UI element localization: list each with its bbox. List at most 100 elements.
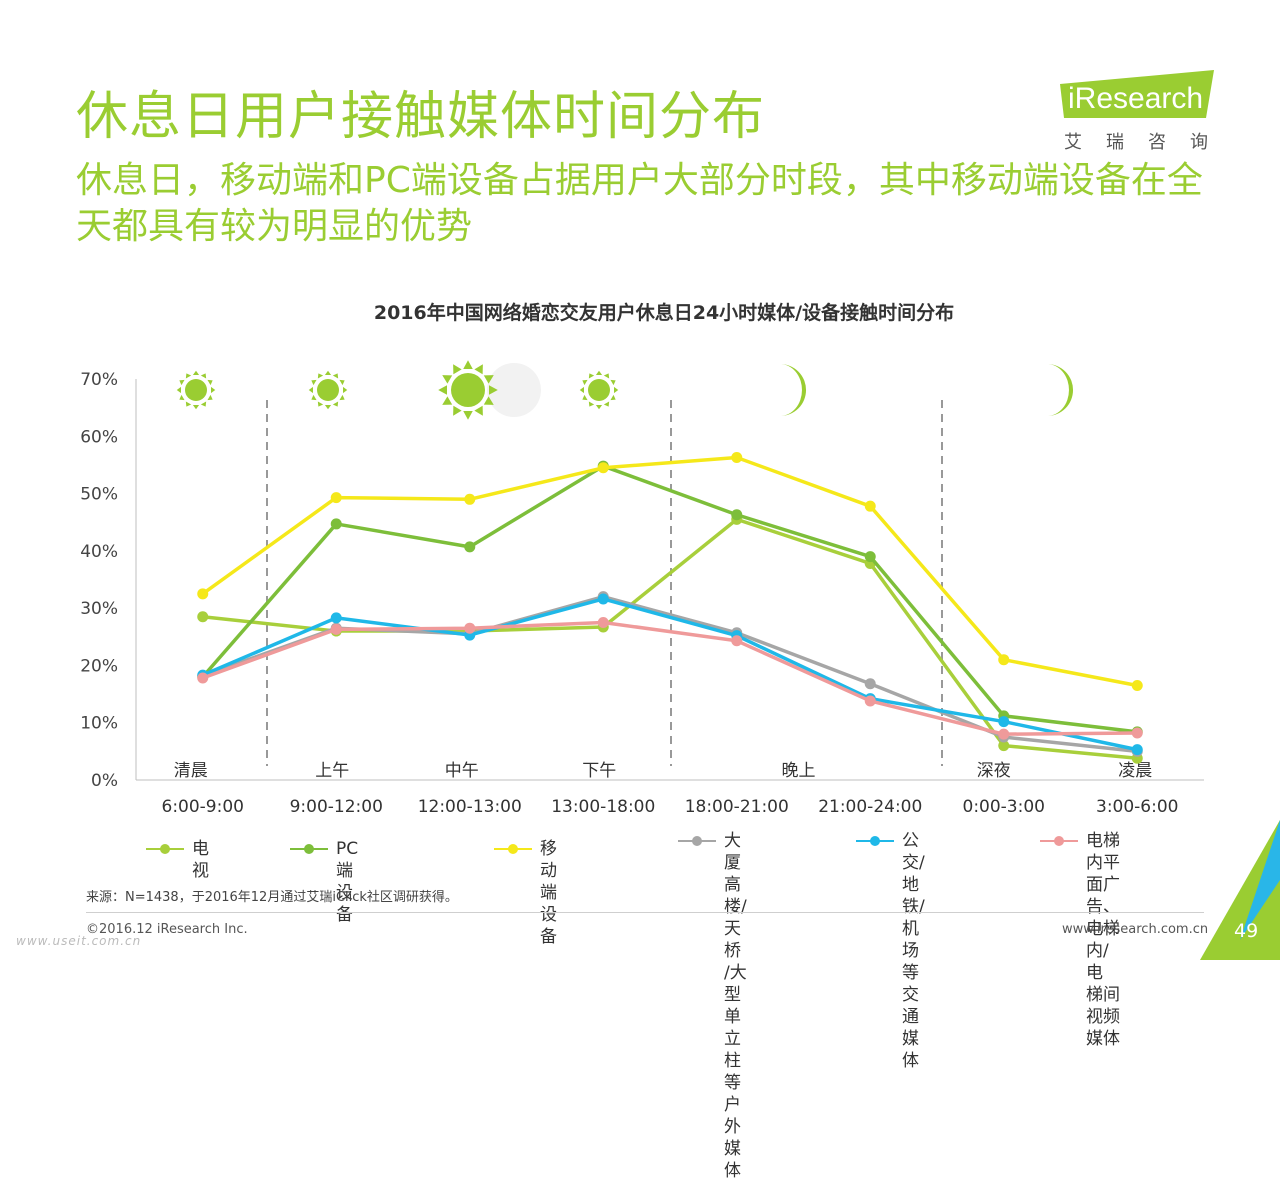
legend-label-line: 公交/地铁/机 xyxy=(902,831,925,939)
logo-brand: iResearch xyxy=(1068,82,1203,115)
x-tick-label: 21:00-24:00 xyxy=(818,797,922,817)
logo-tagline: 艾瑞咨询 xyxy=(1064,132,1232,153)
data-point xyxy=(330,612,342,624)
data-point xyxy=(330,623,342,635)
legend-label-line: /大型单立柱等 xyxy=(724,963,747,1093)
data-point xyxy=(864,695,876,707)
legend-label-line: 电梯内平面广 xyxy=(1086,831,1120,895)
series-line xyxy=(202,597,1138,752)
iresearch-logo: iResearch xyxy=(1060,70,1214,118)
data-point xyxy=(464,541,476,553)
x-tick-label: 12:00-13:00 xyxy=(418,797,522,817)
period-dividers xyxy=(266,400,943,766)
x-tick-label: 0:00-3:00 xyxy=(963,797,1046,817)
sun-icon xyxy=(308,370,348,410)
legend-label: 电梯内平面广 告、电梯内/电 梯间视频媒体 xyxy=(1086,830,1120,1050)
series-line xyxy=(202,620,1138,736)
moon-icon xyxy=(1047,364,1074,416)
chart-axes: 0% 10% 20% 30% 40% 50% 60% 70% 6:00-9:00 9:00-12:… xyxy=(80,370,1204,817)
data-point xyxy=(731,635,743,647)
legend-label-line: 梯间视频媒体 xyxy=(1086,985,1120,1049)
legend-label: PC端设备 xyxy=(336,838,358,926)
data-point xyxy=(998,654,1010,666)
corner-decoration xyxy=(1200,820,1280,960)
data-point xyxy=(1131,727,1143,739)
legend-label-line: 移动端设备 xyxy=(540,839,557,947)
series-line xyxy=(201,455,1138,688)
legend-marker xyxy=(1040,836,1078,846)
footer-divider xyxy=(86,912,1204,913)
y-tick-label: 0% xyxy=(91,771,118,791)
data-point xyxy=(464,493,476,505)
page-title: 休息日用户接触媒体时间分布 xyxy=(76,87,766,147)
page-subtitle: 休息日，移动端和PC端设备占据用户大部分时段，其中移动端设备在全天都具有较为明显… xyxy=(76,160,1203,247)
y-tick-label: 50% xyxy=(80,485,118,505)
period-label: 晚上 xyxy=(782,761,816,781)
x-tick-label: 18:00-21:00 xyxy=(685,797,789,817)
copyright: ©2016.12 iResearch Inc. xyxy=(86,922,248,937)
data-point xyxy=(731,509,743,521)
legend-label: 大厦高楼/天桥/大型单立柱等户外媒体 xyxy=(724,830,747,1182)
line-chart: 0% 10% 20% 30% 40% 50% 60% 70% 6:00-9:00 9:00-12:… xyxy=(80,360,1204,817)
data-point xyxy=(864,678,876,690)
legend-marker xyxy=(856,836,894,846)
y-tick-label: 30% xyxy=(80,599,118,619)
sun-icon xyxy=(438,360,498,420)
legend-label: 公交/地铁/机 场等交通媒体 xyxy=(902,830,925,1072)
chart-title: 2016年中国网络婚恋交友用户休息日24小时媒体/设备接触时间分布 xyxy=(373,302,955,324)
series-电梯内平面广告、电梯内/电梯间视频媒体 xyxy=(197,616,1143,740)
series-layer xyxy=(197,451,1143,764)
watermark: www.useit.com.cn xyxy=(16,934,142,948)
y-tick-label: 40% xyxy=(80,542,118,562)
x-tick-label: 6:00-9:00 xyxy=(162,797,245,817)
period-label: 深夜 xyxy=(977,761,1011,781)
data-point xyxy=(998,716,1010,728)
data-point xyxy=(864,551,876,563)
legend-marker xyxy=(146,844,184,854)
data-point xyxy=(731,451,743,463)
x-tick-label: 3:00-6:00 xyxy=(1096,797,1179,817)
page-number: 49 xyxy=(1234,920,1259,942)
period-label: 清晨 xyxy=(174,761,208,781)
time-of-day-icons xyxy=(176,360,1074,420)
data-point xyxy=(597,616,609,628)
sun-icon xyxy=(176,370,216,410)
series-line xyxy=(202,517,1138,760)
moon-icon xyxy=(780,364,807,416)
series-移动端设备 xyxy=(197,451,1143,691)
y-tick-label: 20% xyxy=(80,656,118,676)
legend-label-line: 电视 xyxy=(192,839,209,881)
legend-marker xyxy=(290,844,328,854)
legend-label: 移动端设备 xyxy=(540,838,557,948)
period-label: 上午 xyxy=(315,761,349,781)
sun-glow-icon xyxy=(487,363,541,417)
sun-icon xyxy=(579,370,619,410)
period-label: 中午 xyxy=(445,761,479,781)
data-point xyxy=(197,611,209,623)
data-point xyxy=(330,518,342,530)
data-point xyxy=(597,593,609,605)
data-point xyxy=(330,492,342,504)
period-label: 下午 xyxy=(582,761,616,781)
legend-marker xyxy=(494,844,532,854)
data-point xyxy=(998,740,1010,752)
data-point xyxy=(998,728,1010,740)
data-point xyxy=(464,622,476,634)
legend-label-line: 户外媒体 xyxy=(724,1095,741,1181)
period-label: 凌晨 xyxy=(1118,761,1152,781)
data-point xyxy=(1131,744,1143,756)
data-point xyxy=(1131,679,1143,691)
legend-label-line: 大厦高楼/天桥 xyxy=(724,831,747,961)
legend-label-line: PC端设备 xyxy=(336,839,359,925)
data-point xyxy=(197,672,209,684)
series-line xyxy=(201,464,1138,734)
y-tick-label: 70% xyxy=(80,370,118,390)
legend-marker xyxy=(678,836,716,846)
x-tick-label: 13:00-18:00 xyxy=(551,797,655,817)
data-point xyxy=(597,462,609,474)
legend-label-line: 告、电梯内/电 xyxy=(1086,897,1120,983)
source-note: 来源：N=1438，于2016年12月通过艾瑞iClick社区调研获得。 xyxy=(86,890,458,905)
data-point xyxy=(197,588,209,600)
y-tick-label: 10% xyxy=(80,714,118,734)
y-tick-label: 60% xyxy=(80,427,118,447)
